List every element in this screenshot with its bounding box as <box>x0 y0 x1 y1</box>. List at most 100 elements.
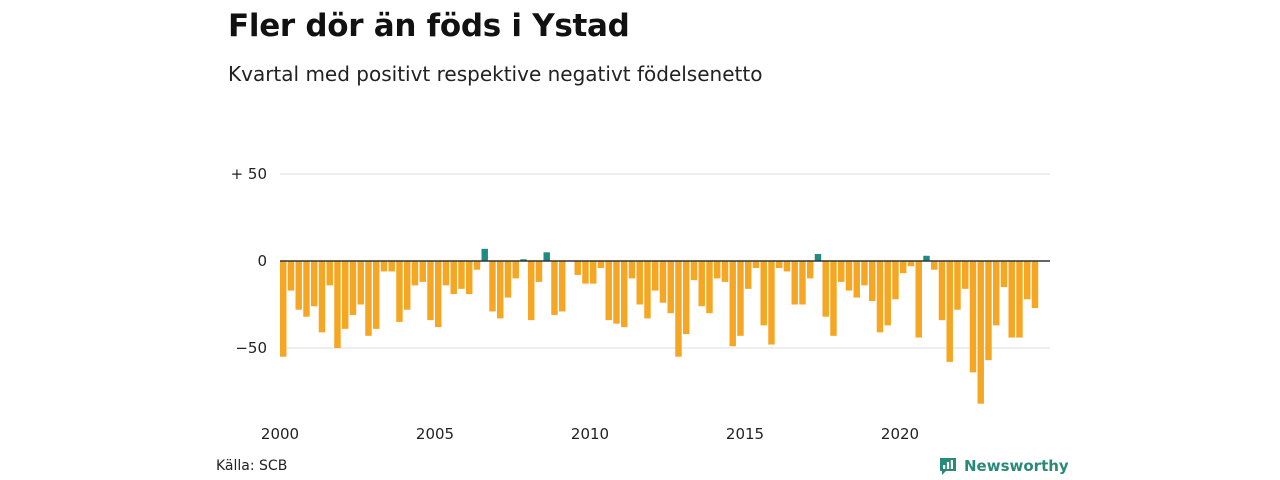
bar-negative <box>582 261 589 284</box>
bar-negative <box>830 261 837 336</box>
bar-negative <box>380 261 388 272</box>
bar-negative <box>946 261 953 362</box>
brand-name: Newsworthy <box>964 457 1069 475</box>
bar-negative <box>776 261 783 268</box>
bar-negative <box>504 261 512 298</box>
bar-negative <box>892 261 899 300</box>
bar-negative <box>729 261 736 347</box>
bar-negative <box>621 261 628 328</box>
bar-negative <box>590 261 597 284</box>
bar-negative <box>318 261 326 333</box>
bar-negative <box>396 261 403 322</box>
bar-negative <box>768 261 775 345</box>
bar-negative <box>473 261 481 270</box>
bar-negative <box>574 261 581 275</box>
y-tick-label: + 50 <box>231 165 267 183</box>
source-note: Källa: SCB <box>216 458 288 474</box>
bar-negative <box>458 261 465 289</box>
bar-negative <box>365 261 372 336</box>
bar-negative <box>915 261 922 338</box>
bar-negative <box>714 261 721 279</box>
bar-negative <box>628 261 636 279</box>
bar-negative <box>349 261 357 315</box>
bar-negative <box>427 261 434 321</box>
bar-negative <box>419 261 426 282</box>
bar-negative <box>1008 261 1015 338</box>
bar-negative <box>993 261 1000 326</box>
bar-negative <box>869 261 876 302</box>
bar-negative <box>683 261 690 335</box>
bar-positive <box>814 254 822 261</box>
bar-negative <box>342 261 349 329</box>
bar-negative <box>876 261 884 333</box>
bar-negative <box>388 261 395 272</box>
bar-negative <box>311 261 318 307</box>
bar-negative <box>1000 261 1008 288</box>
bar-negative <box>551 261 558 315</box>
chart-title: Fler dör än föds i Ystad <box>228 8 630 44</box>
bar-negative <box>435 261 442 328</box>
bar-negative <box>644 261 651 319</box>
bar-negative <box>675 261 682 357</box>
y-tick-label: 0 <box>257 252 267 270</box>
bar-negative <box>667 261 674 314</box>
bar-negative <box>659 261 667 303</box>
x-tick-label: 2005 <box>416 425 454 443</box>
bar-negative <box>535 261 543 282</box>
bar-negative <box>280 261 287 357</box>
x-tick-label: 2010 <box>571 425 609 443</box>
bar-negative <box>791 261 798 305</box>
bar-negative <box>295 261 302 310</box>
bar-negative <box>597 261 605 268</box>
x-tick-label: 2015 <box>726 425 764 443</box>
bar-negative <box>884 261 891 326</box>
x-tick-label: 2000 <box>261 425 299 443</box>
bar-negative <box>783 261 791 272</box>
bar-negative <box>497 261 504 319</box>
bar-negative <box>404 261 411 310</box>
bar-negative <box>411 261 419 286</box>
bar-negative <box>528 261 535 321</box>
bar-negative <box>962 261 969 289</box>
bar-negative <box>977 261 984 404</box>
newsworthy-logo-icon <box>940 458 956 475</box>
bar-negative <box>931 261 938 270</box>
bar-negative <box>489 261 496 312</box>
bar-negative <box>466 261 473 295</box>
bar-negative <box>1031 261 1039 308</box>
bar-negative <box>373 261 380 329</box>
bar-negative <box>822 261 829 317</box>
bar-positive <box>481 248 488 261</box>
bar-negative <box>752 261 760 268</box>
bar-negative <box>954 261 961 310</box>
bar-negative <box>698 261 705 307</box>
bar-negative <box>760 261 767 326</box>
bar-negative <box>985 261 992 361</box>
bar-negative <box>969 261 977 373</box>
bar-negative <box>326 261 333 286</box>
bar-negative <box>334 261 341 348</box>
bar-negative <box>721 261 729 282</box>
y-tick-label: −50 <box>235 339 267 357</box>
bar-negative <box>799 261 806 305</box>
bar-negative <box>938 261 946 321</box>
bar-negative <box>605 261 612 321</box>
x-tick-label: 2020 <box>881 425 919 443</box>
bar-negative <box>652 261 659 291</box>
bar-negative <box>303 261 310 317</box>
bar-positive <box>543 252 550 261</box>
bar-negative <box>853 261 860 298</box>
bar-negative <box>737 261 744 336</box>
bar-negative <box>690 261 698 281</box>
bar-negative <box>357 261 364 305</box>
bar-negative <box>745 261 752 289</box>
chart-subtitle: Kvartal med positivt respektive negativt… <box>228 62 763 86</box>
bar-negative <box>450 261 457 295</box>
bar-negative <box>845 261 853 291</box>
bar-negative <box>1016 261 1023 338</box>
bar-negative <box>706 261 713 314</box>
bar-negative <box>861 261 868 286</box>
bar-negative <box>512 261 519 279</box>
newsworthy-logo: Newsworthy <box>938 456 1069 476</box>
